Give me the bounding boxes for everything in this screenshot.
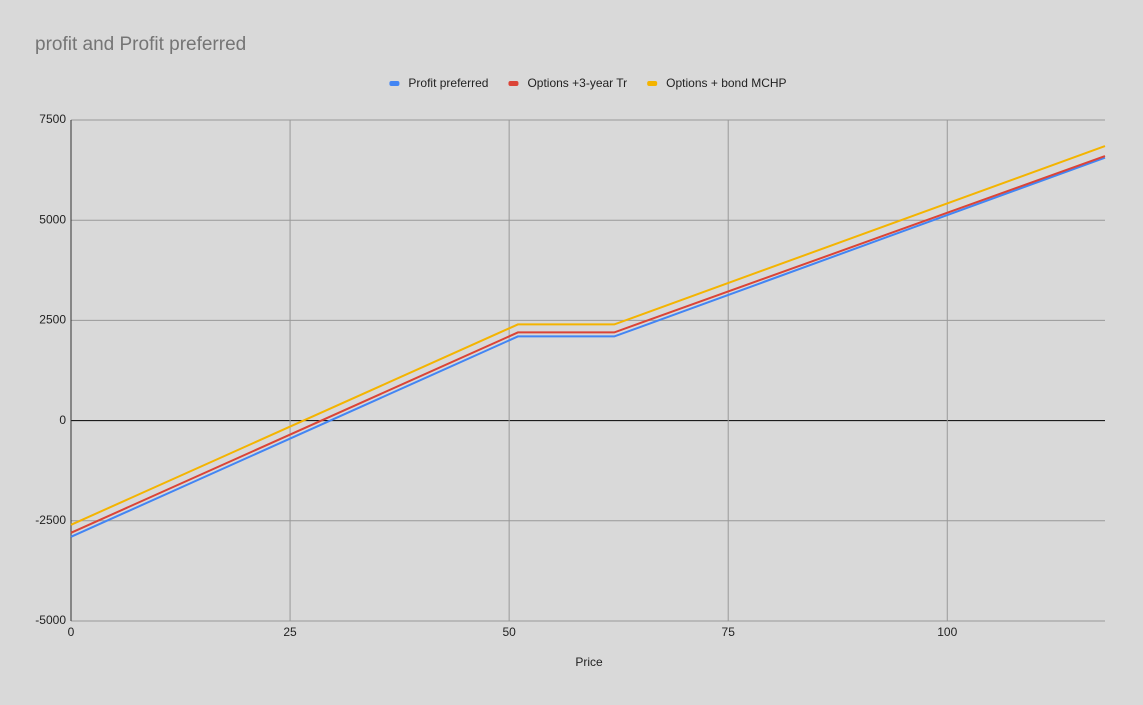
legend-marker [508, 81, 519, 86]
y-tick-label: 2500 [39, 313, 66, 327]
y-tick-label: 7500 [39, 112, 66, 126]
line-series [70, 155, 1106, 534]
x-tick-label: 100 [937, 625, 957, 639]
x-tick-label: 50 [502, 625, 516, 639]
legend-marker [389, 81, 400, 86]
x-tick-label: 75 [722, 625, 736, 639]
x-tick-label: 25 [283, 625, 297, 639]
legend-label: Options + bond MCHP [666, 76, 786, 90]
legend-marker [647, 81, 658, 86]
y-tick-label: -5000 [35, 613, 66, 627]
y-tick-label: 0 [59, 413, 66, 427]
line-series [70, 156, 1106, 538]
y-tick-label: 5000 [39, 212, 66, 226]
y-tick-label: -2500 [35, 513, 66, 527]
legend-label: Options +3-year Tr [527, 76, 627, 90]
legend-label: Profit preferred [408, 76, 488, 90]
chart-title: profit and Profit preferred [35, 34, 246, 55]
line-series [70, 145, 1106, 526]
x-tick-label: 0 [68, 625, 75, 639]
x-axis-label: Price [575, 655, 603, 669]
